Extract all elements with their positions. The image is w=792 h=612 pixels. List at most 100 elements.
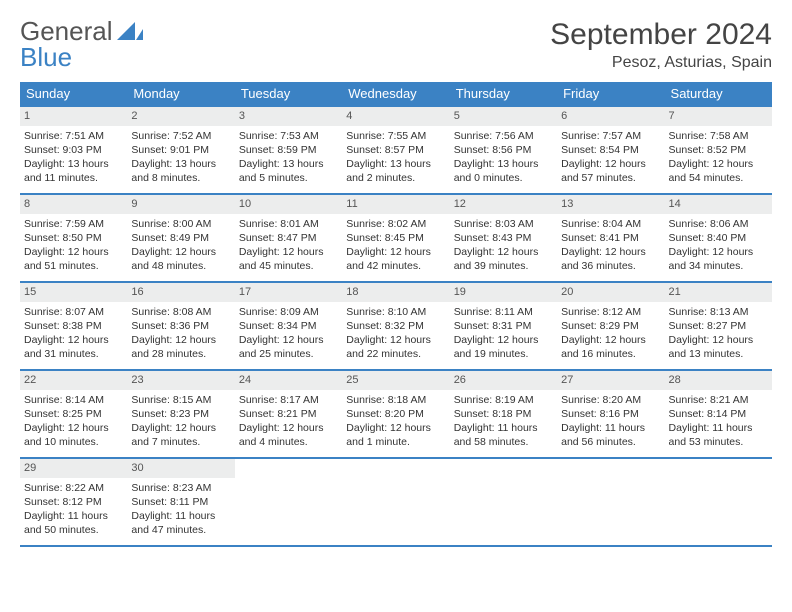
day-body: Sunrise: 8:14 AMSunset: 8:25 PMDaylight:… xyxy=(20,390,127,456)
sunset-line: Sunset: 8:54 PM xyxy=(561,143,660,157)
day-cell xyxy=(450,459,557,545)
sunset-line: Sunset: 8:25 PM xyxy=(24,407,123,421)
day-cell: 17Sunrise: 8:09 AMSunset: 8:34 PMDayligh… xyxy=(235,283,342,369)
day-cell: 22Sunrise: 8:14 AMSunset: 8:25 PMDayligh… xyxy=(20,371,127,457)
sunrise-line: Sunrise: 8:22 AM xyxy=(24,481,123,495)
day-body: Sunrise: 8:18 AMSunset: 8:20 PMDaylight:… xyxy=(342,390,449,456)
sunrise-line: Sunrise: 8:08 AM xyxy=(131,305,230,319)
day-cell: 8Sunrise: 7:59 AMSunset: 8:50 PMDaylight… xyxy=(20,195,127,281)
sunrise-line: Sunrise: 7:59 AM xyxy=(24,217,123,231)
day-cell: 11Sunrise: 8:02 AMSunset: 8:45 PMDayligh… xyxy=(342,195,449,281)
day-cell xyxy=(557,459,664,545)
day-body: Sunrise: 8:04 AMSunset: 8:41 PMDaylight:… xyxy=(557,214,664,280)
day-number: 4 xyxy=(342,107,449,126)
day-body: Sunrise: 8:11 AMSunset: 8:31 PMDaylight:… xyxy=(450,302,557,368)
daylight-line: Daylight: 12 hours and 36 minutes. xyxy=(561,245,660,273)
sunrise-line: Sunrise: 8:07 AM xyxy=(24,305,123,319)
sunset-line: Sunset: 8:27 PM xyxy=(669,319,768,333)
sunrise-line: Sunrise: 8:09 AM xyxy=(239,305,338,319)
daylight-line: Daylight: 12 hours and 51 minutes. xyxy=(24,245,123,273)
daylight-line: Daylight: 13 hours and 0 minutes. xyxy=(454,157,553,185)
calendar: SundayMondayTuesdayWednesdayThursdayFrid… xyxy=(20,82,772,547)
sunset-line: Sunset: 8:38 PM xyxy=(24,319,123,333)
day-number: 9 xyxy=(127,195,234,214)
daylight-line: Daylight: 12 hours and 57 minutes. xyxy=(561,157,660,185)
day-cell: 23Sunrise: 8:15 AMSunset: 8:23 PMDayligh… xyxy=(127,371,234,457)
day-number: 15 xyxy=(20,283,127,302)
daylight-line: Daylight: 12 hours and 4 minutes. xyxy=(239,421,338,449)
dow-cell: Thursday xyxy=(450,82,557,105)
daylight-line: Daylight: 13 hours and 8 minutes. xyxy=(131,157,230,185)
sunrise-line: Sunrise: 8:12 AM xyxy=(561,305,660,319)
sunset-line: Sunset: 8:16 PM xyxy=(561,407,660,421)
dow-cell: Monday xyxy=(127,82,234,105)
daylight-line: Daylight: 13 hours and 2 minutes. xyxy=(346,157,445,185)
day-cell: 29Sunrise: 8:22 AMSunset: 8:12 PMDayligh… xyxy=(20,459,127,545)
week-row: 29Sunrise: 8:22 AMSunset: 8:12 PMDayligh… xyxy=(20,457,772,545)
sunset-line: Sunset: 8:56 PM xyxy=(454,143,553,157)
sunset-line: Sunset: 8:52 PM xyxy=(669,143,768,157)
day-cell: 4Sunrise: 7:55 AMSunset: 8:57 PMDaylight… xyxy=(342,107,449,193)
day-body: Sunrise: 8:20 AMSunset: 8:16 PMDaylight:… xyxy=(557,390,664,456)
day-cell: 5Sunrise: 7:56 AMSunset: 8:56 PMDaylight… xyxy=(450,107,557,193)
day-number: 26 xyxy=(450,371,557,390)
dow-header-row: SundayMondayTuesdayWednesdayThursdayFrid… xyxy=(20,82,772,105)
daylight-line: Daylight: 12 hours and 7 minutes. xyxy=(131,421,230,449)
daylight-line: Daylight: 11 hours and 56 minutes. xyxy=(561,421,660,449)
day-body: Sunrise: 8:19 AMSunset: 8:18 PMDaylight:… xyxy=(450,390,557,456)
day-body: Sunrise: 8:08 AMSunset: 8:36 PMDaylight:… xyxy=(127,302,234,368)
daylight-line: Daylight: 11 hours and 47 minutes. xyxy=(131,509,230,537)
day-cell: 30Sunrise: 8:23 AMSunset: 8:11 PMDayligh… xyxy=(127,459,234,545)
dow-cell: Tuesday xyxy=(235,82,342,105)
sunrise-line: Sunrise: 8:10 AM xyxy=(346,305,445,319)
sunset-line: Sunset: 8:18 PM xyxy=(454,407,553,421)
daylight-line: Daylight: 12 hours and 19 minutes. xyxy=(454,333,553,361)
sunset-line: Sunset: 8:57 PM xyxy=(346,143,445,157)
daylight-line: Daylight: 13 hours and 5 minutes. xyxy=(239,157,338,185)
sunset-line: Sunset: 8:45 PM xyxy=(346,231,445,245)
daylight-line: Daylight: 12 hours and 28 minutes. xyxy=(131,333,230,361)
day-number: 7 xyxy=(665,107,772,126)
daylight-line: Daylight: 12 hours and 25 minutes. xyxy=(239,333,338,361)
day-number: 21 xyxy=(665,283,772,302)
dow-cell: Saturday xyxy=(665,82,772,105)
daylight-line: Daylight: 12 hours and 54 minutes. xyxy=(669,157,768,185)
dow-cell: Wednesday xyxy=(342,82,449,105)
day-cell: 10Sunrise: 8:01 AMSunset: 8:47 PMDayligh… xyxy=(235,195,342,281)
day-cell: 2Sunrise: 7:52 AMSunset: 9:01 PMDaylight… xyxy=(127,107,234,193)
sunset-line: Sunset: 8:31 PM xyxy=(454,319,553,333)
day-body: Sunrise: 8:02 AMSunset: 8:45 PMDaylight:… xyxy=(342,214,449,280)
day-body: Sunrise: 8:10 AMSunset: 8:32 PMDaylight:… xyxy=(342,302,449,368)
sunrise-line: Sunrise: 8:21 AM xyxy=(669,393,768,407)
day-number: 12 xyxy=(450,195,557,214)
day-number: 24 xyxy=(235,371,342,390)
sunset-line: Sunset: 8:47 PM xyxy=(239,231,338,245)
day-cell: 12Sunrise: 8:03 AMSunset: 8:43 PMDayligh… xyxy=(450,195,557,281)
day-number: 3 xyxy=(235,107,342,126)
location-label: Pesoz, Asturias, Spain xyxy=(550,54,772,72)
title-block: September 2024 Pesoz, Asturias, Spain xyxy=(550,18,772,72)
page-header: General Blue September 2024 Pesoz, Astur… xyxy=(20,18,772,72)
day-number: 10 xyxy=(235,195,342,214)
sunset-line: Sunset: 8:21 PM xyxy=(239,407,338,421)
day-cell: 24Sunrise: 8:17 AMSunset: 8:21 PMDayligh… xyxy=(235,371,342,457)
day-body: Sunrise: 7:55 AMSunset: 8:57 PMDaylight:… xyxy=(342,126,449,192)
day-number: 11 xyxy=(342,195,449,214)
day-cell: 9Sunrise: 8:00 AMSunset: 8:49 PMDaylight… xyxy=(127,195,234,281)
day-number: 17 xyxy=(235,283,342,302)
sunset-line: Sunset: 8:36 PM xyxy=(131,319,230,333)
day-number: 25 xyxy=(342,371,449,390)
day-cell: 27Sunrise: 8:20 AMSunset: 8:16 PMDayligh… xyxy=(557,371,664,457)
day-number: 1 xyxy=(20,107,127,126)
daylight-line: Daylight: 12 hours and 16 minutes. xyxy=(561,333,660,361)
sunset-line: Sunset: 8:49 PM xyxy=(131,231,230,245)
day-cell: 1Sunrise: 7:51 AMSunset: 9:03 PMDaylight… xyxy=(20,107,127,193)
day-cell: 20Sunrise: 8:12 AMSunset: 8:29 PMDayligh… xyxy=(557,283,664,369)
day-cell: 3Sunrise: 7:53 AMSunset: 8:59 PMDaylight… xyxy=(235,107,342,193)
daylight-line: Daylight: 11 hours and 58 minutes. xyxy=(454,421,553,449)
sunset-line: Sunset: 9:01 PM xyxy=(131,143,230,157)
day-cell: 28Sunrise: 8:21 AMSunset: 8:14 PMDayligh… xyxy=(665,371,772,457)
daylight-line: Daylight: 11 hours and 50 minutes. xyxy=(24,509,123,537)
day-number: 29 xyxy=(20,459,127,478)
sunrise-line: Sunrise: 8:11 AM xyxy=(454,305,553,319)
